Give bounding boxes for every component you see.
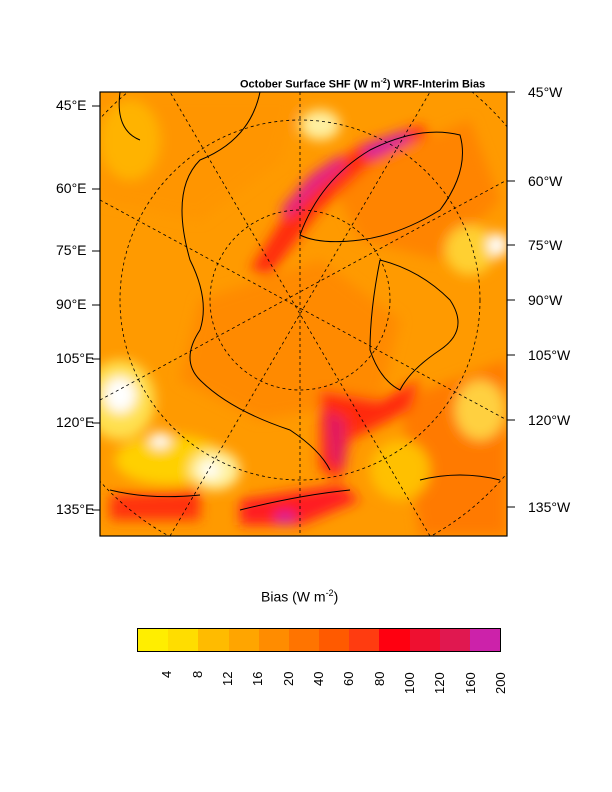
lon-label-right: 90°W bbox=[528, 292, 563, 308]
colorbar-cell bbox=[138, 629, 169, 651]
colorbar-tick-label: 16 bbox=[250, 671, 266, 686]
colorbar-tick-label: 20 bbox=[280, 671, 296, 686]
colorbar bbox=[137, 628, 501, 652]
graticule bbox=[100, 92, 507, 536]
lon-label-right: 60°W bbox=[528, 173, 563, 189]
colorbar-tick-label: 100 bbox=[402, 672, 417, 694]
lon-label-right: 45°W bbox=[528, 84, 563, 100]
lon-label-left: 120°E bbox=[56, 414, 95, 430]
colorbar-cell bbox=[349, 629, 380, 651]
lon-label-left: 45°E bbox=[56, 97, 87, 113]
colorbar-tick-label: 8 bbox=[189, 670, 205, 678]
lon-label-left: 60°E bbox=[56, 180, 87, 196]
colorbar-tick-label: 60 bbox=[341, 671, 357, 686]
colorbar-tick-label: 160 bbox=[462, 672, 478, 694]
colorbar-cell bbox=[319, 629, 350, 651]
map-frame bbox=[99, 91, 508, 537]
lon-label-left: 135°E bbox=[56, 501, 95, 517]
bias-field bbox=[100, 92, 507, 536]
colorbar-cell bbox=[258, 629, 289, 651]
colorbar-cell bbox=[469, 629, 501, 651]
lon-label-right: 135°W bbox=[528, 499, 571, 515]
lon-label-left: 75°E bbox=[56, 242, 87, 258]
map-title: October Surface SHF (W m-2) WRF-Interim … bbox=[240, 78, 486, 91]
tick-marks bbox=[92, 91, 515, 511]
colorbar-tick-label: 80 bbox=[371, 671, 387, 686]
colorbar-cell bbox=[288, 629, 320, 651]
lon-label-left: 90°E bbox=[56, 296, 87, 312]
colorbar-tick-label: 4 bbox=[159, 670, 175, 678]
colorbar-tick-label: 40 bbox=[311, 671, 326, 686]
bias-map bbox=[92, 91, 515, 537]
lon-label-right: 105°W bbox=[528, 347, 571, 363]
colorbar-cell bbox=[439, 629, 470, 651]
lon-label-right: 120°W bbox=[528, 412, 571, 428]
colorbar-tick-label: 120 bbox=[432, 672, 448, 694]
coastlines bbox=[109, 92, 501, 511]
lon-label-right: 75°W bbox=[528, 237, 563, 253]
colorbar-cell bbox=[228, 629, 259, 651]
colorbar-cell bbox=[198, 629, 229, 651]
colorbar-tick-label: 12 bbox=[220, 671, 235, 686]
lon-label-left: 105°E bbox=[56, 350, 95, 366]
colorbar-cell bbox=[409, 629, 440, 651]
colorbar-tick-label: 200 bbox=[493, 672, 508, 694]
colorbar-cell bbox=[379, 629, 410, 651]
colorbar-cell bbox=[168, 629, 199, 651]
colorbar-title: Bias (W m-2) bbox=[261, 588, 339, 605]
